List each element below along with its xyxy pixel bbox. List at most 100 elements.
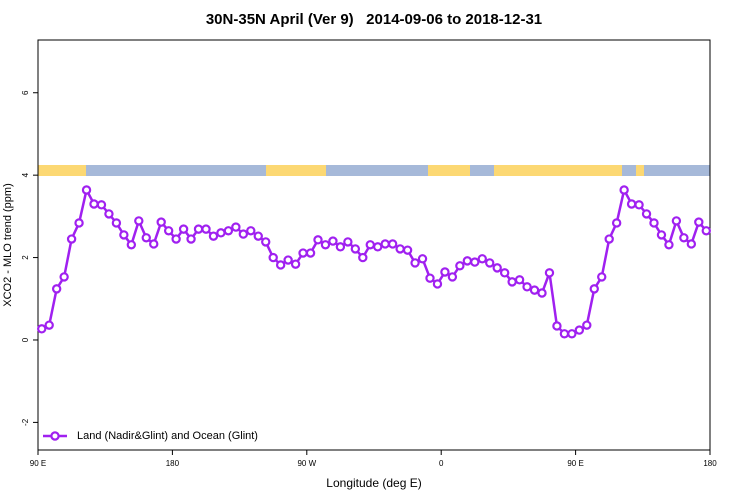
data-point (253, 231, 263, 241)
data-point (44, 320, 54, 330)
data-point (335, 242, 346, 252)
data-point (178, 224, 189, 234)
data-point (552, 321, 562, 331)
y-tick-label: 6 (21, 90, 30, 95)
data-point (514, 275, 525, 285)
data-point (216, 228, 226, 238)
data-point (268, 252, 278, 263)
data-point (574, 325, 585, 335)
data-point (604, 234, 614, 244)
data-point (298, 248, 308, 258)
data-point (619, 185, 629, 195)
data-point (544, 268, 555, 278)
data-point (275, 260, 286, 270)
data-point (522, 282, 532, 292)
data-point (641, 209, 652, 219)
data-point (440, 267, 450, 277)
data-point (134, 216, 144, 226)
data-point (104, 209, 114, 219)
data-point (462, 256, 473, 266)
data-point (567, 329, 577, 339)
data-point (81, 185, 92, 195)
x-tick-label: 180 (166, 459, 180, 468)
data-point (664, 240, 674, 250)
data-point (350, 244, 361, 254)
data-point (343, 237, 353, 247)
data-point (395, 244, 405, 254)
data-point (119, 230, 129, 240)
x-tick-label: 90 W (297, 459, 316, 468)
data-point (126, 240, 137, 250)
land-band (494, 165, 622, 176)
data-point (425, 273, 435, 283)
legend-label: Land (Nadir&Glint) and Ocean (Glint) (77, 430, 258, 442)
data-point (694, 217, 704, 227)
x-tick-label: 90 E (567, 459, 583, 468)
y-axis-label: XCO2 - MLO trend (ppm) (2, 183, 14, 306)
data-point (141, 233, 151, 243)
data-point (74, 218, 84, 228)
data-point (499, 268, 510, 278)
data-point (201, 224, 211, 234)
x-tick-label: 0 (439, 459, 444, 468)
series-line (41, 186, 708, 336)
data-point (149, 239, 159, 249)
data-point (477, 254, 487, 264)
data-point (679, 233, 689, 243)
data-point (111, 218, 122, 228)
x-axis-label: Longitude (deg E) (326, 476, 421, 490)
data-point (231, 222, 241, 232)
data-point (313, 235, 323, 245)
data-point (634, 200, 644, 210)
data-point (328, 236, 338, 246)
data-point (507, 277, 517, 287)
data-point (492, 263, 502, 273)
data-point (305, 248, 316, 258)
legend-marker (50, 431, 60, 441)
data-point (701, 226, 711, 236)
data-point (470, 257, 480, 267)
data-point (96, 200, 107, 210)
data-point (417, 254, 428, 264)
land-band (266, 165, 326, 176)
data-point (186, 234, 196, 244)
data-point (410, 258, 420, 268)
data-point (649, 218, 659, 228)
legend-item: Land (Nadir&Glint) and Ocean (Glint) (43, 430, 258, 442)
land-band (428, 165, 470, 176)
surface-band (38, 165, 710, 176)
data-point (238, 229, 249, 239)
data-point (66, 234, 77, 244)
land-band (636, 165, 644, 176)
y-tick-label: 0 (21, 337, 30, 342)
ocean-band (38, 165, 710, 176)
x-tick-label: 90 E (30, 459, 46, 468)
data-point (380, 239, 390, 249)
data-point (671, 216, 682, 226)
data-point (597, 272, 607, 282)
data-point (59, 272, 69, 282)
data-point (51, 284, 62, 294)
data-point (365, 240, 375, 250)
data-point (208, 231, 219, 241)
data-point (589, 284, 599, 294)
y-tick-label: 2 (21, 255, 30, 260)
data-point (559, 329, 570, 339)
data-point (193, 224, 204, 234)
x-tick-label: 180 (703, 459, 717, 468)
data-point (373, 242, 383, 252)
data-point (89, 199, 99, 209)
y-tick-label: -2 (21, 418, 30, 426)
chart-title: 30N-35N April (Ver 9) 2014-09-06 to 2018… (206, 11, 542, 28)
data-point (626, 199, 637, 209)
data-point (171, 234, 181, 244)
data-point (358, 252, 368, 263)
data-point (387, 239, 398, 249)
y-tick-label: 4 (21, 172, 30, 177)
data-point (402, 245, 413, 255)
data-point (156, 217, 166, 227)
data-point (582, 320, 592, 330)
data-point (246, 226, 256, 236)
data-point (37, 324, 47, 334)
data-point (447, 272, 458, 282)
